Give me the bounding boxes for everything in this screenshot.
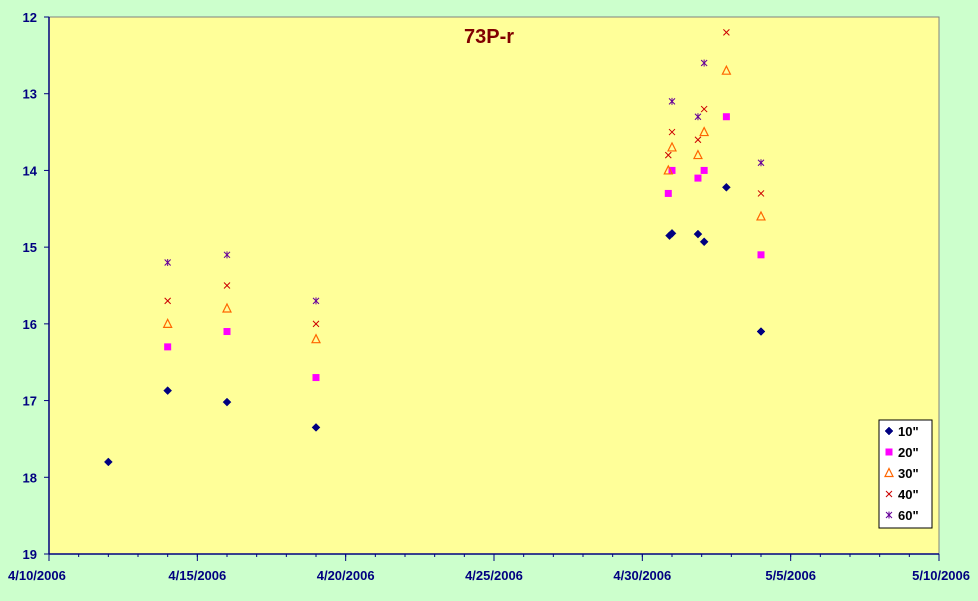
x-tick-label: 5/10/2006	[912, 568, 970, 583]
legend-label: 10"	[898, 424, 919, 439]
legend-marker	[885, 490, 893, 498]
legend-label: 30"	[898, 466, 919, 481]
data-point	[757, 159, 765, 167]
data-point	[757, 190, 765, 197]
marker-stroke	[223, 282, 231, 289]
data-point	[103, 457, 113, 467]
marker-stroke	[885, 490, 893, 498]
data-point	[694, 113, 702, 121]
data-point	[223, 328, 231, 336]
data-point	[164, 258, 172, 266]
data-point	[692, 149, 703, 160]
data-point	[311, 423, 321, 432]
data-point	[312, 297, 320, 305]
data-point	[694, 136, 702, 144]
data-point	[721, 64, 732, 75]
y-tick-label: 17	[23, 394, 37, 409]
data-point	[700, 166, 708, 174]
data-point	[699, 126, 710, 137]
marker-stroke	[757, 190, 765, 197]
marker-stroke	[694, 136, 702, 144]
data-point	[223, 251, 231, 259]
data-point	[222, 397, 232, 407]
data-point	[222, 302, 232, 313]
data-point	[311, 333, 321, 344]
data-point	[312, 374, 320, 382]
data-point	[723, 28, 730, 36]
data-point	[664, 151, 672, 159]
y-tick-label: 16	[23, 317, 37, 332]
y-tick-label: 14	[23, 163, 38, 178]
y-tick-label: 15	[23, 240, 37, 255]
data-point	[756, 327, 766, 336]
data-point	[663, 164, 674, 175]
legend-marker	[885, 511, 893, 519]
axis-layer: 12 13 14 15 16 17 18 19 4/10/2006 4/15/2006 4/20/2…	[8, 10, 970, 583]
legend-marker	[885, 448, 893, 456]
legend-box	[878, 419, 933, 529]
marker-stroke	[700, 105, 708, 113]
data-point	[722, 182, 731, 192]
x-tick-label: 4/25/2006	[465, 568, 523, 583]
marker-stroke	[723, 28, 730, 36]
legend-marker	[884, 467, 894, 478]
series-1	[103, 182, 766, 467]
data-point	[700, 59, 708, 67]
data-point	[694, 174, 702, 182]
data-point	[667, 141, 677, 152]
data-point	[312, 320, 320, 328]
y-tick-label: 13	[23, 87, 37, 102]
data-point	[700, 105, 708, 113]
x-tick-label: 4/10/2006	[8, 568, 66, 583]
data-point	[163, 386, 173, 395]
data-point	[164, 297, 172, 305]
data-point	[693, 229, 703, 239]
data-point	[668, 128, 676, 136]
y-tick-label: 18	[23, 470, 37, 485]
data-point	[668, 166, 676, 174]
series-2	[164, 113, 765, 382]
legend-marker	[884, 426, 894, 436]
legend-label: 60"	[898, 508, 919, 523]
data-point	[164, 343, 172, 351]
y-tick-label: 19	[23, 547, 37, 562]
data-point	[756, 210, 766, 221]
data-point	[699, 237, 709, 247]
legend-label: 20"	[898, 445, 919, 460]
x-tick-label: 4/20/2006	[317, 568, 375, 583]
marker-stroke	[312, 320, 320, 328]
y-tick-label: 12	[23, 10, 37, 25]
series-3	[162, 64, 766, 344]
points-layer	[103, 28, 766, 467]
data-point	[757, 251, 765, 259]
x-tick-label: 4/15/2006	[168, 568, 226, 583]
data-point	[668, 97, 676, 105]
data-point	[667, 228, 677, 238]
x-tick-label: 5/5/2006	[765, 568, 816, 583]
x-tick-label: 4/30/2006	[613, 568, 671, 583]
data-point	[162, 318, 173, 328]
series-4	[164, 28, 765, 328]
plot-area	[48, 16, 940, 555]
data-point	[223, 282, 231, 289]
legend: 10" 20" 30" 40" 60"	[878, 419, 933, 529]
chart-title: 73P-r	[464, 26, 514, 48]
marker-stroke	[668, 128, 676, 136]
data-point	[664, 189, 672, 197]
series-5	[164, 59, 765, 305]
legend-label: 40"	[898, 487, 919, 502]
marker-stroke	[664, 151, 672, 159]
marker-stroke	[164, 297, 172, 305]
data-point	[722, 113, 730, 121]
